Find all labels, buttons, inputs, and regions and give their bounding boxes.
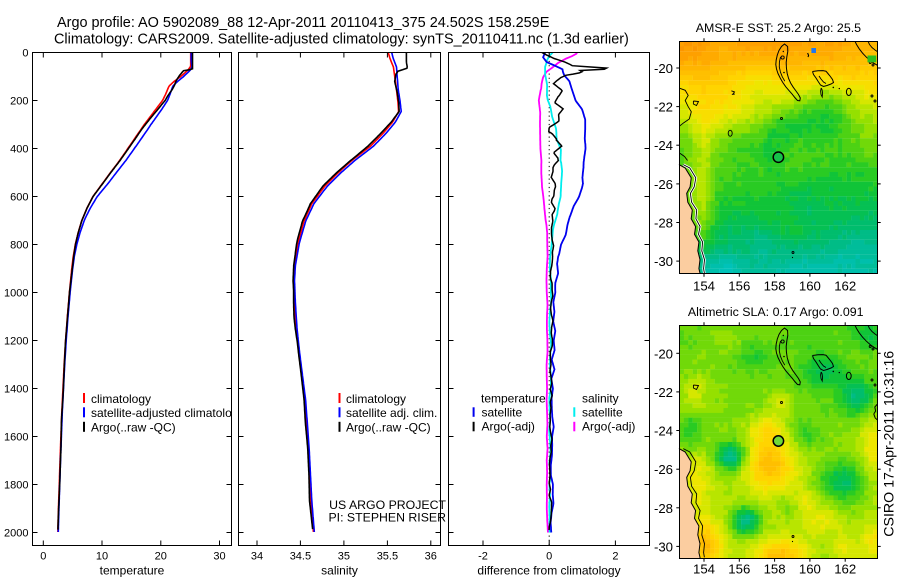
svg-text:2: 2 bbox=[612, 551, 618, 563]
svg-text:satellite-adjusted climatology: satellite-adjusted climatology bbox=[91, 406, 244, 420]
svg-text:temperature: temperature bbox=[100, 564, 165, 578]
svg-text:Argo(..raw -QC): Argo(..raw -QC) bbox=[346, 421, 431, 435]
svg-text:35: 35 bbox=[338, 551, 350, 563]
svg-text:160: 160 bbox=[799, 561, 821, 576]
svg-text:satellite: satellite bbox=[482, 405, 523, 419]
svg-text:0: 0 bbox=[22, 48, 28, 60]
svg-text:-26: -26 bbox=[654, 177, 673, 192]
svg-text:34.5: 34.5 bbox=[290, 551, 311, 563]
svg-text:Argo(..raw -QC): Argo(..raw -QC) bbox=[91, 421, 176, 435]
svg-text:US ARGO PROJECT: US ARGO PROJECT bbox=[329, 498, 446, 512]
svg-text:-24: -24 bbox=[654, 138, 673, 153]
svg-text:2000: 2000 bbox=[4, 528, 28, 540]
svg-text:-2: -2 bbox=[478, 551, 488, 563]
svg-text:climatology: climatology bbox=[91, 392, 151, 406]
svg-text:1800: 1800 bbox=[4, 480, 28, 492]
svg-text:salinity: salinity bbox=[582, 392, 619, 406]
svg-text:temperature: temperature bbox=[481, 392, 546, 406]
svg-text:160: 160 bbox=[799, 279, 821, 294]
svg-text:800: 800 bbox=[10, 240, 28, 252]
svg-text:-22: -22 bbox=[654, 100, 673, 115]
svg-text:Altimetric SLA: 0.17 Argo: 0.0: Altimetric SLA: 0.17 Argo: 0.091 bbox=[688, 305, 864, 319]
svg-text:-20: -20 bbox=[654, 346, 673, 361]
svg-text:climatology: climatology bbox=[346, 392, 406, 406]
svg-text:154: 154 bbox=[693, 561, 715, 576]
svg-text:34: 34 bbox=[251, 551, 263, 563]
svg-text:AMSR-E SST: 25.2 Argo: 25.5: AMSR-E SST: 25.2 Argo: 25.5 bbox=[696, 21, 861, 35]
svg-text:154: 154 bbox=[693, 279, 715, 294]
svg-text:Climatology: CARS2009. Satelli: Climatology: CARS2009. Satellite-adjuste… bbox=[54, 32, 629, 48]
svg-text:156: 156 bbox=[728, 561, 750, 576]
svg-text:36: 36 bbox=[425, 551, 437, 563]
svg-text:-20: -20 bbox=[654, 61, 673, 76]
svg-text:Argo profile: AO 5902089_88 12: Argo profile: AO 5902089_88 12-Apr-2011 … bbox=[57, 15, 550, 31]
svg-text:-22: -22 bbox=[654, 385, 673, 400]
svg-text:satellite: satellite bbox=[582, 405, 623, 419]
svg-text:-28: -28 bbox=[654, 216, 673, 231]
svg-text:difference from climatology: difference from climatology bbox=[477, 564, 620, 578]
svg-text:Argo(-adj): Argo(-adj) bbox=[582, 420, 635, 434]
svg-text:1400: 1400 bbox=[4, 384, 28, 396]
svg-text:1000: 1000 bbox=[4, 288, 28, 300]
svg-text:158: 158 bbox=[764, 561, 786, 576]
svg-text:20: 20 bbox=[155, 551, 167, 563]
svg-text:1200: 1200 bbox=[4, 336, 28, 348]
svg-text:1600: 1600 bbox=[4, 432, 28, 444]
svg-text:-24: -24 bbox=[654, 424, 673, 439]
svg-text:salinity: salinity bbox=[321, 564, 358, 578]
svg-text:0: 0 bbox=[40, 551, 46, 563]
svg-text:35.5: 35.5 bbox=[377, 551, 398, 563]
svg-text:0: 0 bbox=[546, 551, 552, 563]
svg-text:-28: -28 bbox=[654, 501, 673, 516]
svg-text:CSIRO 17-Apr-2011 10:31:16: CSIRO 17-Apr-2011 10:31:16 bbox=[882, 351, 898, 537]
svg-text:-30: -30 bbox=[654, 539, 673, 554]
svg-text:10: 10 bbox=[96, 551, 108, 563]
svg-text:Argo(-adj): Argo(-adj) bbox=[482, 420, 535, 434]
svg-text:-30: -30 bbox=[654, 254, 673, 269]
svg-text:PI: STEPHEN RISER: PI: STEPHEN RISER bbox=[328, 511, 446, 525]
svg-text:156: 156 bbox=[728, 279, 750, 294]
svg-text:400: 400 bbox=[10, 144, 28, 156]
svg-text:-26: -26 bbox=[654, 462, 673, 477]
svg-text:satellite adj. clim.: satellite adj. clim. bbox=[346, 406, 437, 420]
svg-text:162: 162 bbox=[834, 279, 856, 294]
svg-text:200: 200 bbox=[10, 96, 28, 108]
svg-text:600: 600 bbox=[10, 192, 28, 204]
svg-text:162: 162 bbox=[834, 561, 856, 576]
svg-text:158: 158 bbox=[764, 279, 786, 294]
svg-text:30: 30 bbox=[213, 551, 225, 563]
